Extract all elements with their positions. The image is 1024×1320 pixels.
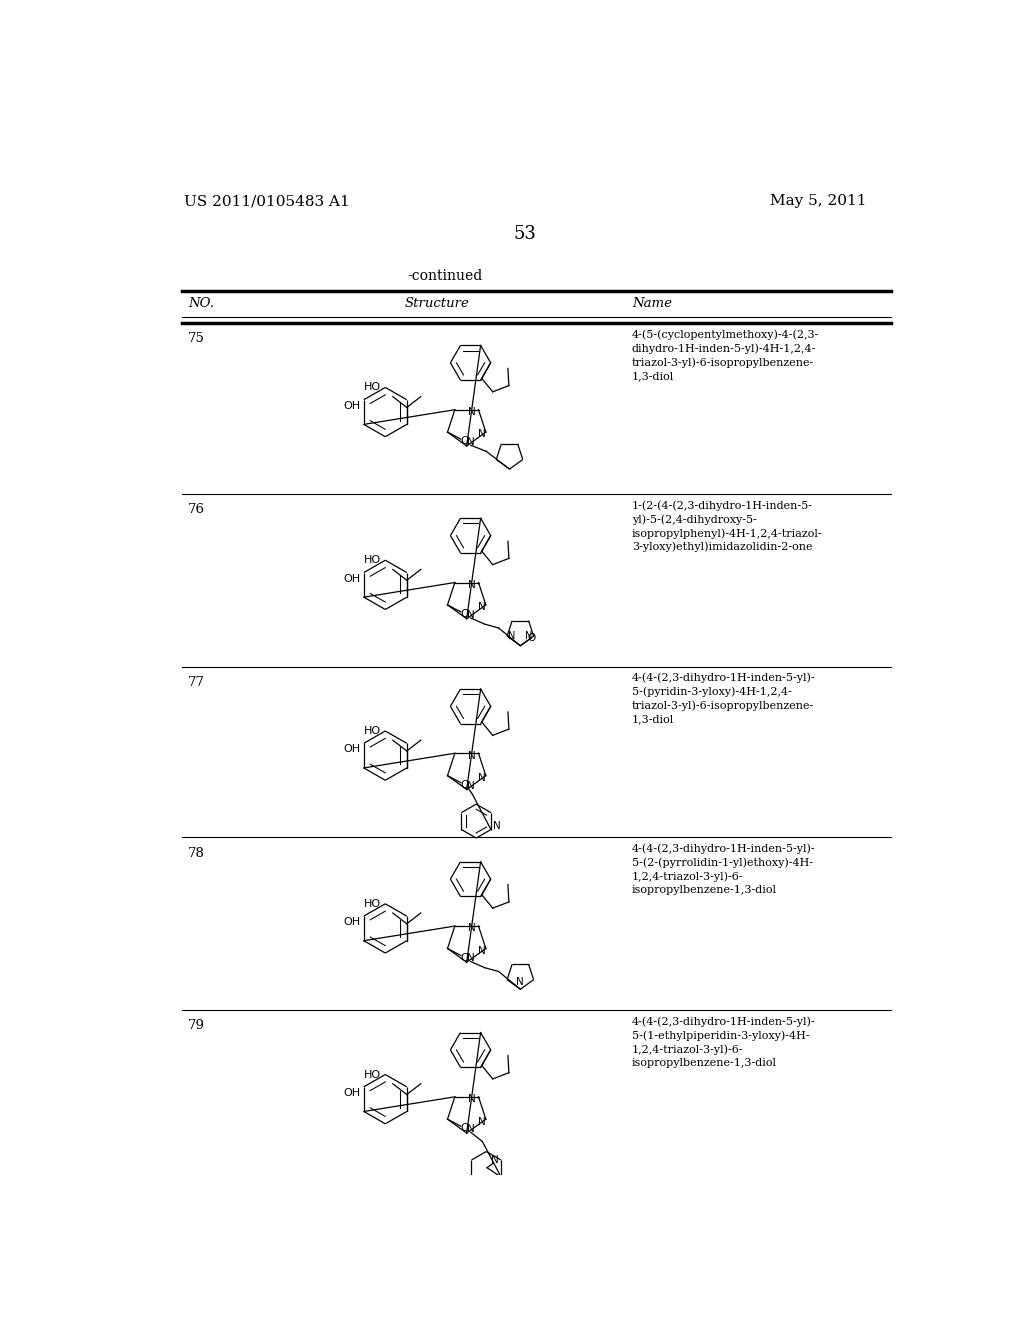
Text: May 5, 2011: May 5, 2011 — [770, 194, 866, 209]
Text: N: N — [494, 821, 501, 832]
Text: 4-(4-(2,3-dihydro-1H-inden-5-yl)-
5-(pyridin-3-yloxy)-4H-1,2,4-
triazol-3-yl)-6-: 4-(4-(2,3-dihydro-1H-inden-5-yl)- 5-(pyr… — [632, 673, 815, 725]
Text: N: N — [468, 924, 476, 933]
Text: 77: 77 — [188, 676, 205, 689]
Text: 4-(4-(2,3-dihydro-1H-inden-5-yl)-
5-(1-ethylpiperidin-3-yloxy)-4H-
1,2,4-triazol: 4-(4-(2,3-dihydro-1H-inden-5-yl)- 5-(1-e… — [632, 1016, 815, 1068]
Text: 4-(4-(2,3-dihydro-1H-inden-5-yl)-
5-(2-(pyrrolidin-1-yl)ethoxy)-4H-
1,2,4-triazo: 4-(4-(2,3-dihydro-1H-inden-5-yl)- 5-(2-(… — [632, 843, 815, 895]
Text: N: N — [467, 610, 474, 620]
Text: 76: 76 — [188, 503, 205, 516]
Text: N: N — [467, 953, 474, 964]
Text: HO: HO — [364, 1069, 381, 1080]
Text: N: N — [478, 429, 485, 440]
Text: US 2011/0105483 A1: US 2011/0105483 A1 — [183, 194, 349, 209]
Text: HO: HO — [364, 556, 381, 565]
Text: N: N — [516, 977, 524, 986]
Text: 78: 78 — [188, 846, 205, 859]
Text: N: N — [468, 751, 476, 760]
Text: O: O — [527, 634, 537, 643]
Text: N: N — [468, 407, 476, 417]
Text: HO: HO — [364, 899, 381, 908]
Text: N: N — [478, 945, 485, 956]
Text: N: N — [478, 1117, 485, 1126]
Text: N: N — [490, 1155, 499, 1166]
Text: OH: OH — [344, 744, 360, 755]
Text: O: O — [460, 953, 469, 962]
Text: N: N — [525, 631, 532, 642]
Text: 75: 75 — [188, 333, 205, 346]
Text: N: N — [478, 774, 485, 783]
Text: N: N — [468, 1094, 476, 1104]
Text: 79: 79 — [188, 1019, 205, 1032]
Text: HO: HO — [364, 383, 381, 392]
Text: N: N — [467, 437, 474, 447]
Text: OH: OH — [344, 917, 360, 927]
Text: OH: OH — [344, 574, 360, 583]
Text: OH: OH — [344, 1088, 360, 1098]
Text: O: O — [460, 437, 469, 446]
Text: 4-(5-(cyclopentylmethoxy)-4-(2,3-
dihydro-1H-inden-5-yl)-4H-1,2,4-
triazol-3-yl): 4-(5-(cyclopentylmethoxy)-4-(2,3- dihydr… — [632, 329, 819, 381]
Text: NO.: NO. — [188, 297, 214, 310]
Text: 53: 53 — [513, 224, 537, 243]
Text: O: O — [460, 780, 469, 789]
Text: 1-(2-(4-(2,3-dihydro-1H-inden-5-
yl)-5-(2,4-dihydroxy-5-
isopropylphenyl)-4H-1,2: 1-(2-(4-(2,3-dihydro-1H-inden-5- yl)-5-(… — [632, 500, 822, 553]
Text: O: O — [460, 609, 469, 619]
Text: Name: Name — [632, 297, 672, 310]
Text: OH: OH — [344, 401, 360, 411]
Text: -continued: -continued — [408, 269, 483, 284]
Text: Structure: Structure — [406, 297, 470, 310]
Text: N: N — [478, 602, 485, 612]
Text: HO: HO — [364, 726, 381, 737]
Text: N: N — [467, 1125, 474, 1134]
Text: O: O — [460, 1123, 469, 1134]
Text: N: N — [508, 631, 515, 642]
Text: N: N — [468, 579, 476, 590]
Text: N: N — [467, 780, 474, 791]
